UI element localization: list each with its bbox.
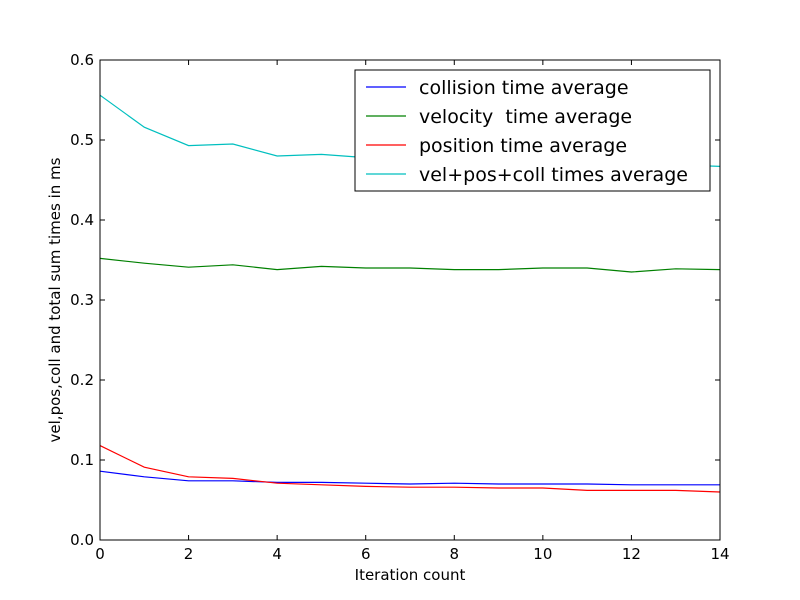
y-tick-label: 0.2 bbox=[70, 371, 94, 389]
ticks-layer: 0 2 4 6 8 10 12 14 0.0 0.1 0.2 0.3 0.4 0.5 0.6 bbox=[70, 51, 729, 563]
y-tick-label: 0.3 bbox=[70, 291, 94, 309]
series-line-2 bbox=[99, 257, 721, 273]
x-tick-label: 4 bbox=[272, 545, 282, 563]
x-tick-label: 0 bbox=[95, 545, 105, 563]
series-line-1 bbox=[99, 470, 720, 486]
y-tick-label: 0.5 bbox=[70, 131, 94, 149]
legend-label-4: vel+pos+coll times average bbox=[419, 164, 688, 186]
legend-label-3: position time average bbox=[419, 135, 627, 157]
x-tick-label: 14 bbox=[710, 545, 729, 563]
y-tick-label: 0.6 bbox=[70, 51, 94, 69]
legend-label-2: velocity time average bbox=[419, 106, 632, 128]
y-axis-label: vel,pos,coll and total sum times in ms bbox=[46, 157, 64, 442]
y-tick-label: 0.4 bbox=[70, 211, 94, 229]
series-line-3 bbox=[99, 445, 721, 493]
plot-area-frame bbox=[99, 59, 721, 541]
y-tick-label: 0.1 bbox=[70, 451, 94, 469]
x-tick-label: 12 bbox=[622, 545, 641, 563]
x-axis-label: Iteration count bbox=[355, 566, 466, 584]
x-tick-label: 6 bbox=[361, 545, 371, 563]
legend-label-1: collision time average bbox=[419, 77, 629, 99]
x-tick-label: 10 bbox=[533, 545, 552, 563]
legend-box bbox=[354, 69, 711, 192]
x-tick-label: 2 bbox=[184, 545, 194, 563]
x-tick-label: 8 bbox=[450, 545, 460, 563]
y-tick-label: 0.0 bbox=[70, 531, 94, 549]
legend: collision time average velocity time aver… bbox=[354, 69, 711, 192]
